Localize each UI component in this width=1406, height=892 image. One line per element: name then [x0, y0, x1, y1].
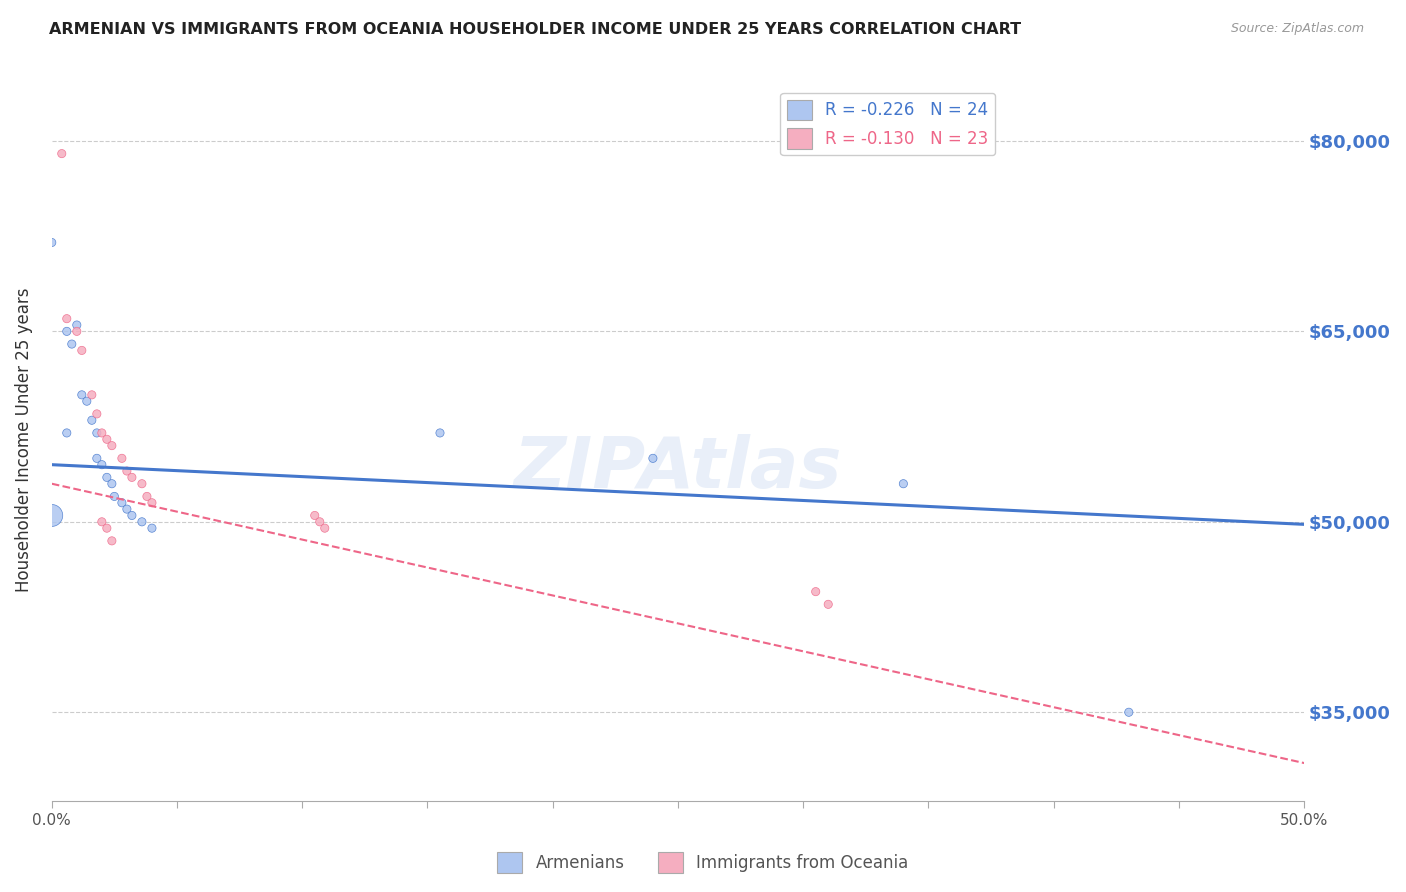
Point: [55, 324, 77, 338]
Point: [80, 413, 103, 427]
Point: [55, 425, 77, 440]
Point: [121, 508, 143, 523]
Point: [136, 490, 159, 504]
Point: [101, 533, 124, 548]
Point: [115, 502, 138, 516]
Point: [70, 388, 93, 402]
Point: [86, 425, 108, 440]
Point: [304, 508, 326, 523]
Point: [111, 496, 134, 510]
Text: ZIPAtlas: ZIPAtlas: [513, 434, 842, 503]
Point: [96, 432, 118, 446]
Point: [101, 439, 124, 453]
Point: [66, 318, 89, 332]
Point: [893, 476, 915, 491]
Point: [817, 598, 839, 612]
Point: [141, 521, 163, 535]
Point: [41, 508, 63, 523]
Point: [1118, 705, 1140, 719]
Point: [76, 394, 98, 409]
Point: [314, 521, 336, 535]
Point: [131, 476, 153, 491]
Legend: Armenians, Immigrants from Oceania: Armenians, Immigrants from Oceania: [491, 846, 915, 880]
Point: [308, 515, 330, 529]
Point: [55, 311, 77, 326]
Point: [66, 324, 89, 338]
Y-axis label: Householder Income Under 25 years: Householder Income Under 25 years: [15, 287, 32, 591]
Point: [86, 451, 108, 466]
Point: [141, 496, 163, 510]
Point: [96, 470, 118, 484]
Point: [51, 146, 73, 161]
Point: [86, 407, 108, 421]
Point: [121, 470, 143, 484]
Point: [96, 521, 118, 535]
Point: [80, 388, 103, 402]
Point: [60, 337, 83, 351]
Point: [641, 451, 664, 466]
Point: [429, 425, 451, 440]
Point: [41, 235, 63, 250]
Point: [101, 476, 124, 491]
Point: [111, 451, 134, 466]
Text: ARMENIAN VS IMMIGRANTS FROM OCEANIA HOUSEHOLDER INCOME UNDER 25 YEARS CORRELATIO: ARMENIAN VS IMMIGRANTS FROM OCEANIA HOUS…: [49, 22, 1021, 37]
Point: [90, 458, 112, 472]
Point: [90, 515, 112, 529]
Point: [115, 464, 138, 478]
Point: [103, 490, 125, 504]
Point: [804, 584, 827, 599]
Legend: R = -0.226   N = 24, R = -0.130   N = 23: R = -0.226 N = 24, R = -0.130 N = 23: [780, 93, 995, 155]
Point: [70, 343, 93, 358]
Text: Source: ZipAtlas.com: Source: ZipAtlas.com: [1230, 22, 1364, 36]
Point: [131, 515, 153, 529]
Point: [90, 425, 112, 440]
